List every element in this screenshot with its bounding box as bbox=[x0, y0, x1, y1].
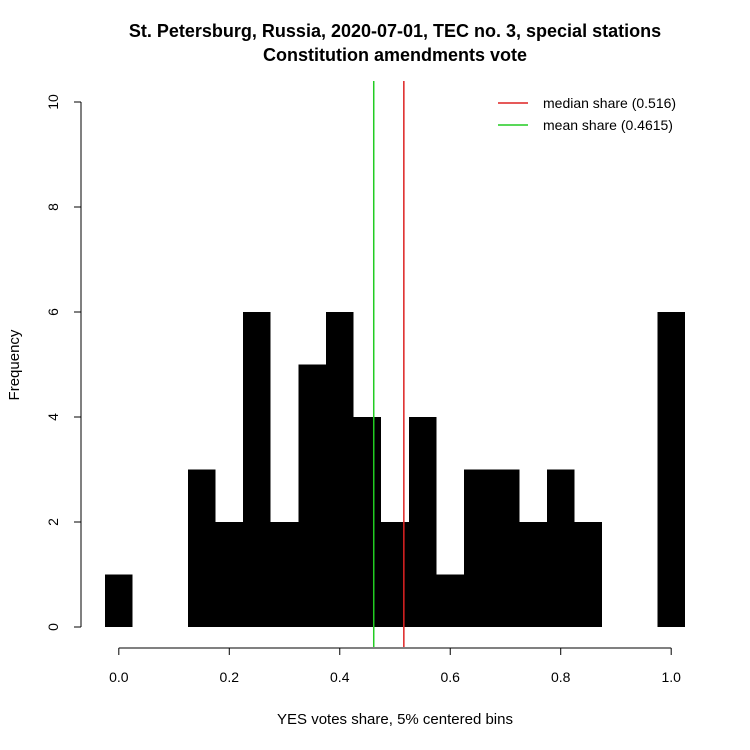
histogram-bar bbox=[270, 522, 299, 627]
histogram-bar bbox=[215, 522, 244, 627]
x-tick-label: 0.4 bbox=[330, 669, 350, 685]
chart-title: St. Petersburg, Russia, 2020-07-01, TEC … bbox=[129, 21, 661, 41]
legend-label: mean share (0.4615) bbox=[543, 117, 673, 133]
x-axis-label: YES votes share, 5% centered bins bbox=[277, 711, 513, 728]
x-tick-label: 1.0 bbox=[661, 669, 681, 685]
y-tick-label: 2 bbox=[45, 518, 61, 526]
reference-lines bbox=[372, 81, 405, 647]
histogram-bar bbox=[298, 364, 326, 627]
histogram-bar bbox=[574, 522, 603, 627]
y-tick-label: 4 bbox=[45, 413, 61, 421]
y-axis: 0 2 4 6 8 10 bbox=[45, 94, 82, 631]
x-axis: 0.0 0.2 0.4 0.6 0.8 1.0 bbox=[109, 647, 681, 685]
histogram-bar bbox=[353, 417, 382, 627]
chart-subtitle: Constitution amendments vote bbox=[263, 45, 527, 65]
histogram-bars bbox=[105, 312, 685, 627]
histogram-bar bbox=[546, 469, 575, 627]
y-tick-label: 0 bbox=[45, 623, 61, 631]
histogram-bar bbox=[243, 312, 271, 627]
histogram-bar bbox=[325, 312, 354, 627]
histogram-bar bbox=[436, 574, 465, 627]
histogram-bar bbox=[519, 522, 547, 627]
x-tick-label: 0.8 bbox=[551, 669, 571, 685]
histogram-bar bbox=[187, 469, 216, 627]
y-tick-label: 6 bbox=[45, 308, 61, 316]
histogram-bar bbox=[408, 417, 437, 627]
y-axis-label: Frequency bbox=[6, 329, 23, 400]
legend: median share (0.516) mean share (0.4615) bbox=[498, 95, 676, 133]
histogram-bar bbox=[491, 469, 520, 627]
histogram-bar bbox=[381, 522, 409, 627]
x-tick-label: 0.6 bbox=[441, 669, 461, 685]
histogram-bar bbox=[657, 312, 685, 627]
histogram-bar bbox=[464, 469, 492, 627]
x-tick-label: 0.0 bbox=[109, 669, 129, 685]
histogram-bar bbox=[105, 574, 133, 627]
legend-label: median share (0.516) bbox=[543, 95, 676, 111]
y-tick-label: 8 bbox=[45, 203, 61, 211]
y-tick-label: 10 bbox=[45, 94, 61, 110]
x-tick-label: 0.2 bbox=[220, 669, 240, 685]
